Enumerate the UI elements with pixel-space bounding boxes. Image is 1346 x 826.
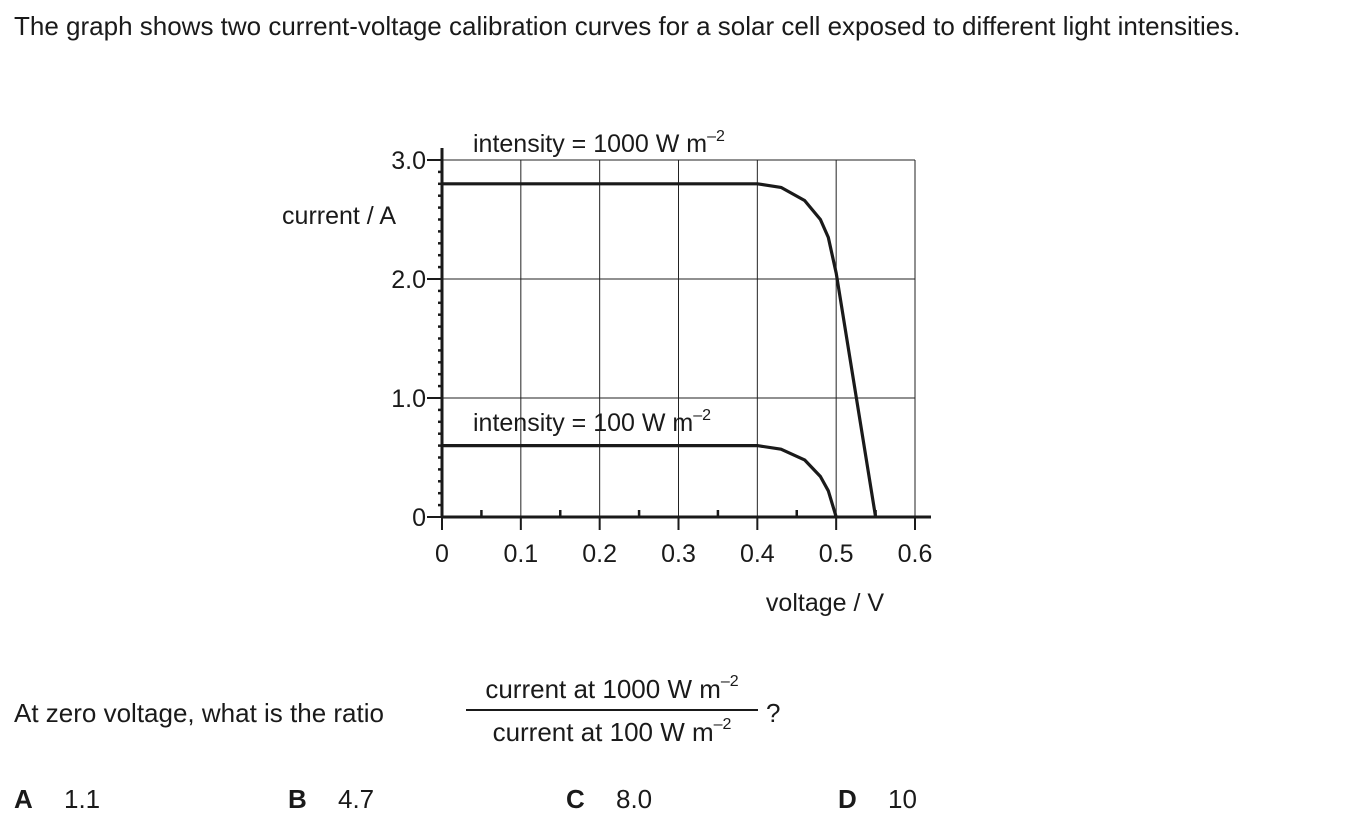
question-intro: The graph shows two current-voltage cali… (14, 11, 1241, 41)
option-letter: D (838, 784, 857, 814)
series-label-exponent: –2 (693, 407, 711, 424)
x-tick-label: 0.3 (661, 540, 696, 568)
fraction-denominator: current at 100 W m–2 (462, 711, 762, 748)
y-tick-label: 3.0 (391, 147, 426, 175)
x-tick-label: 0.2 (582, 540, 617, 568)
option-letter: C (566, 784, 585, 814)
option-letter: B (288, 784, 307, 814)
x-tick-label: 0.5 (819, 540, 854, 568)
ratio-fraction: current at 1000 W m–2 current at 100 W m… (462, 674, 762, 748)
numerator-exponent: –2 (720, 673, 739, 691)
series-label-2: intensity = 100 W m–2 (473, 407, 711, 437)
option-b[interactable]: B 4.7 (288, 782, 374, 816)
y-tick-label: 1.0 (391, 385, 426, 413)
option-letter: A (14, 784, 33, 814)
x-tick-label: 0.1 (503, 540, 538, 568)
fraction-numerator: current at 1000 W m–2 (462, 674, 762, 709)
y-tick-label: 0 (412, 504, 426, 532)
denominator-text: current at 100 W m (492, 717, 714, 747)
option-d[interactable]: D 10 (838, 782, 917, 816)
option-value: 10 (888, 784, 917, 814)
denominator-exponent: –2 (713, 716, 732, 734)
option-value: 4.7 (338, 784, 375, 814)
series-label-text: intensity = 100 W m (473, 409, 693, 437)
x-tick-label: 0 (435, 540, 449, 568)
option-value: 1.1 (64, 784, 101, 814)
y-axis-label: current / A (282, 202, 396, 230)
iv-chart: 0 1.0 2.0 3.0 0 0.1 0.2 0.3 0.4 0.5 0.6 current / A… (282, 128, 933, 617)
x-tick-label: 0.4 (740, 540, 775, 568)
series-line-2 (442, 444, 838, 518)
series-line-1 (442, 182, 878, 518)
numerator-text: current at 1000 W m (485, 674, 721, 704)
series-label-1: intensity = 1000 W m–2 (473, 128, 725, 158)
x-tick-label: 0.6 (898, 540, 933, 568)
option-value: 8.0 (616, 784, 653, 814)
question-prefix: At zero voltage, what is the ratio (14, 698, 384, 728)
option-a[interactable]: A 1.1 (14, 782, 100, 816)
series-label-exponent: –2 (707, 128, 725, 145)
x-axis-label: voltage / V (766, 589, 884, 617)
option-c[interactable]: C 8.0 (566, 782, 652, 816)
fraction-bar (466, 709, 758, 711)
y-tick-label: 2.0 (391, 266, 426, 294)
series-label-text: intensity = 1000 W m (473, 130, 707, 158)
question-mark: ? (766, 698, 781, 728)
